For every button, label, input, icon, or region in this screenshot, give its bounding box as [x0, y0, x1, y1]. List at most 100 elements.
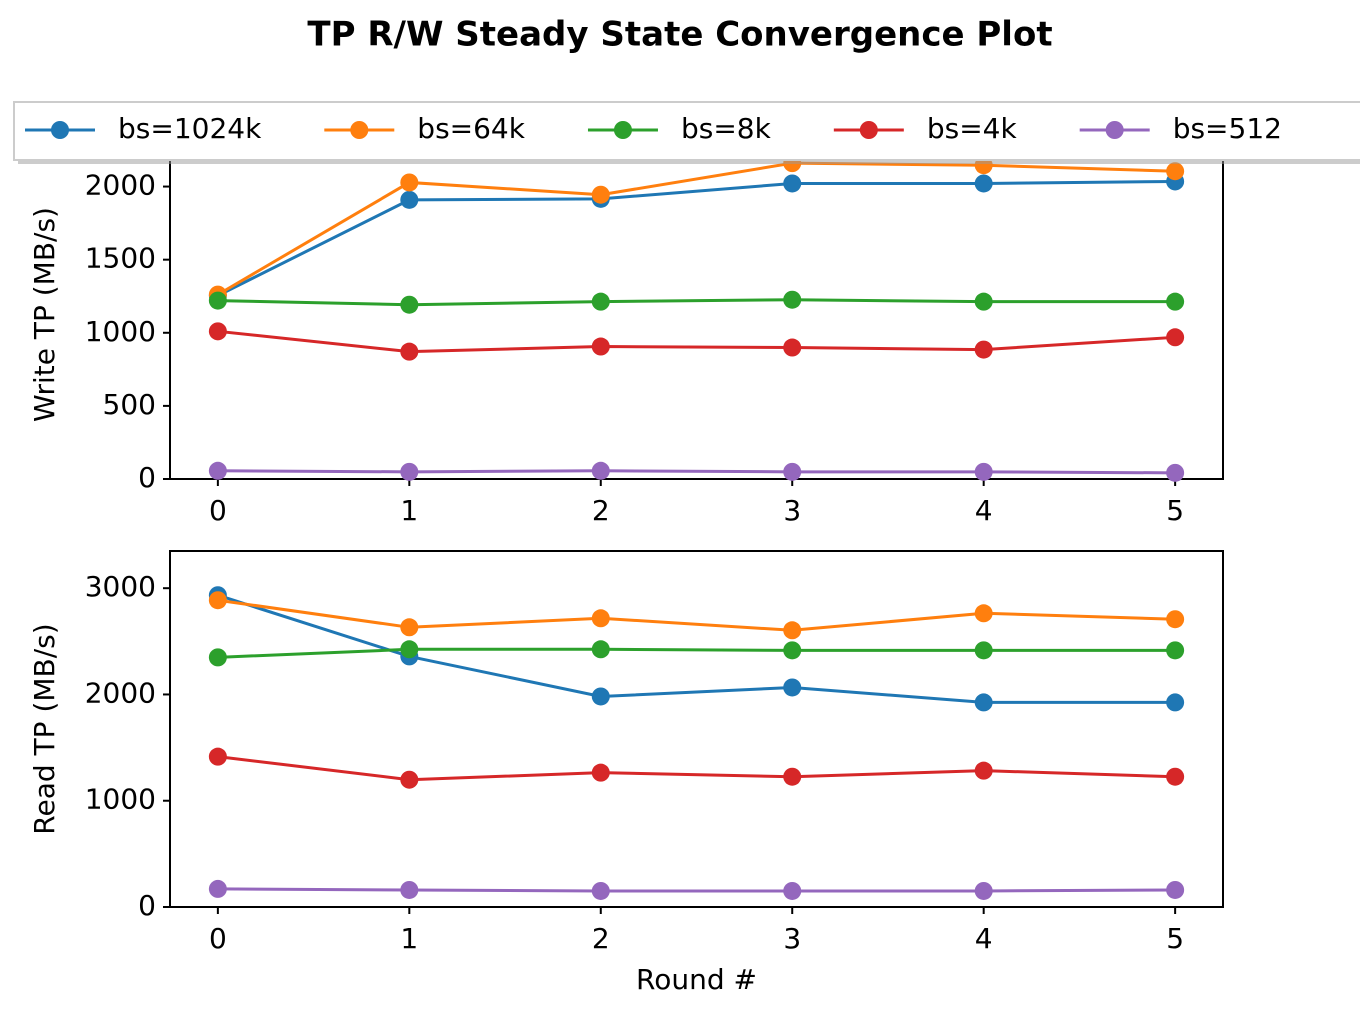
legend-label: bs=64k — [417, 112, 525, 145]
point — [208, 291, 227, 310]
point — [974, 174, 993, 193]
y-axis-label: Read TP (MB/s) — [28, 623, 61, 834]
point — [783, 881, 802, 900]
point — [974, 881, 993, 900]
legend-label: bs=4k — [927, 112, 1018, 145]
point — [783, 767, 802, 786]
legend-marker — [51, 121, 69, 139]
point — [400, 342, 419, 361]
series-line — [217, 179, 1176, 297]
point — [591, 609, 610, 628]
point — [400, 770, 419, 789]
series-line — [217, 755, 1176, 782]
point — [591, 640, 610, 659]
x-tick-label: 4 — [975, 494, 993, 527]
point — [1166, 767, 1185, 786]
y-tick-label: 0 — [138, 889, 156, 922]
x-tick-label: 3 — [783, 922, 801, 955]
y-tick-label: 2000 — [85, 676, 156, 709]
point — [1166, 641, 1185, 660]
point — [1166, 292, 1185, 311]
point — [591, 687, 610, 706]
y-tick-label: 1000 — [85, 315, 156, 348]
point — [1166, 328, 1185, 347]
point — [208, 648, 227, 667]
x-tick-label: 0 — [209, 922, 227, 955]
y-tick-label: 500 — [103, 388, 156, 421]
point — [400, 462, 419, 481]
point — [783, 174, 802, 193]
y-axis-label: Write TP (MB/s) — [28, 207, 61, 422]
point — [400, 295, 419, 314]
point — [591, 763, 610, 782]
point — [1166, 162, 1185, 181]
y-tick-label: 0 — [138, 461, 156, 494]
point — [974, 340, 993, 359]
series-line — [217, 161, 1176, 296]
point — [783, 621, 802, 640]
point — [974, 292, 993, 311]
point — [208, 461, 227, 480]
point — [783, 678, 802, 697]
x-tick-label: 2 — [592, 494, 610, 527]
series-line — [217, 647, 1176, 659]
x-tick-label: 5 — [1166, 922, 1184, 955]
point — [208, 879, 227, 898]
x-tick-label: 1 — [400, 922, 418, 955]
x-tick-label: 2 — [592, 922, 610, 955]
point — [591, 337, 610, 356]
point — [400, 618, 419, 637]
point — [400, 640, 419, 659]
legend-label: bs=512 — [1173, 112, 1282, 145]
x-tick-label: 5 — [1166, 494, 1184, 527]
legend-label: bs=8k — [681, 112, 772, 145]
point — [1166, 463, 1185, 482]
point — [783, 462, 802, 481]
y-tick-label: 1000 — [85, 783, 156, 816]
point — [1166, 880, 1185, 899]
chart-title: TP R/W Steady State Convergence Plot — [307, 15, 1052, 55]
point — [208, 747, 227, 766]
point — [208, 322, 227, 341]
x-tick-label: 4 — [975, 922, 993, 955]
point — [208, 591, 227, 610]
plot-frame — [169, 149, 1224, 480]
series-line — [217, 593, 1176, 704]
series-line — [217, 298, 1176, 307]
x-tick-label: 3 — [783, 494, 801, 527]
legend-marker — [613, 121, 632, 139]
point — [783, 641, 802, 660]
series-line — [217, 887, 1176, 893]
x-tick-label: 0 — [209, 494, 227, 527]
series-line — [217, 598, 1176, 632]
point — [974, 693, 993, 712]
point — [591, 292, 610, 311]
legend-marker — [859, 121, 878, 139]
point — [783, 338, 802, 357]
series-line — [217, 469, 1176, 475]
legend-marker — [1105, 121, 1124, 139]
point — [974, 641, 993, 660]
point — [974, 761, 993, 780]
point — [1166, 693, 1185, 712]
legend-marker — [350, 121, 369, 139]
legend-label: bs=1024k — [118, 112, 262, 145]
point — [400, 190, 419, 209]
point — [1166, 610, 1185, 629]
plot-frame — [169, 550, 1224, 908]
point — [591, 881, 610, 900]
y-tick-label: 3000 — [85, 570, 156, 603]
point — [783, 290, 802, 309]
point — [974, 604, 993, 623]
point — [591, 461, 610, 480]
series-line — [217, 329, 1176, 354]
legend-box — [13, 101, 1360, 161]
y-tick-label: 2000 — [85, 169, 156, 202]
point — [591, 185, 610, 204]
y-tick-label: 1500 — [85, 242, 156, 275]
point — [400, 880, 419, 899]
point — [974, 462, 993, 481]
point — [400, 173, 419, 192]
x-tick-label: 1 — [400, 494, 418, 527]
